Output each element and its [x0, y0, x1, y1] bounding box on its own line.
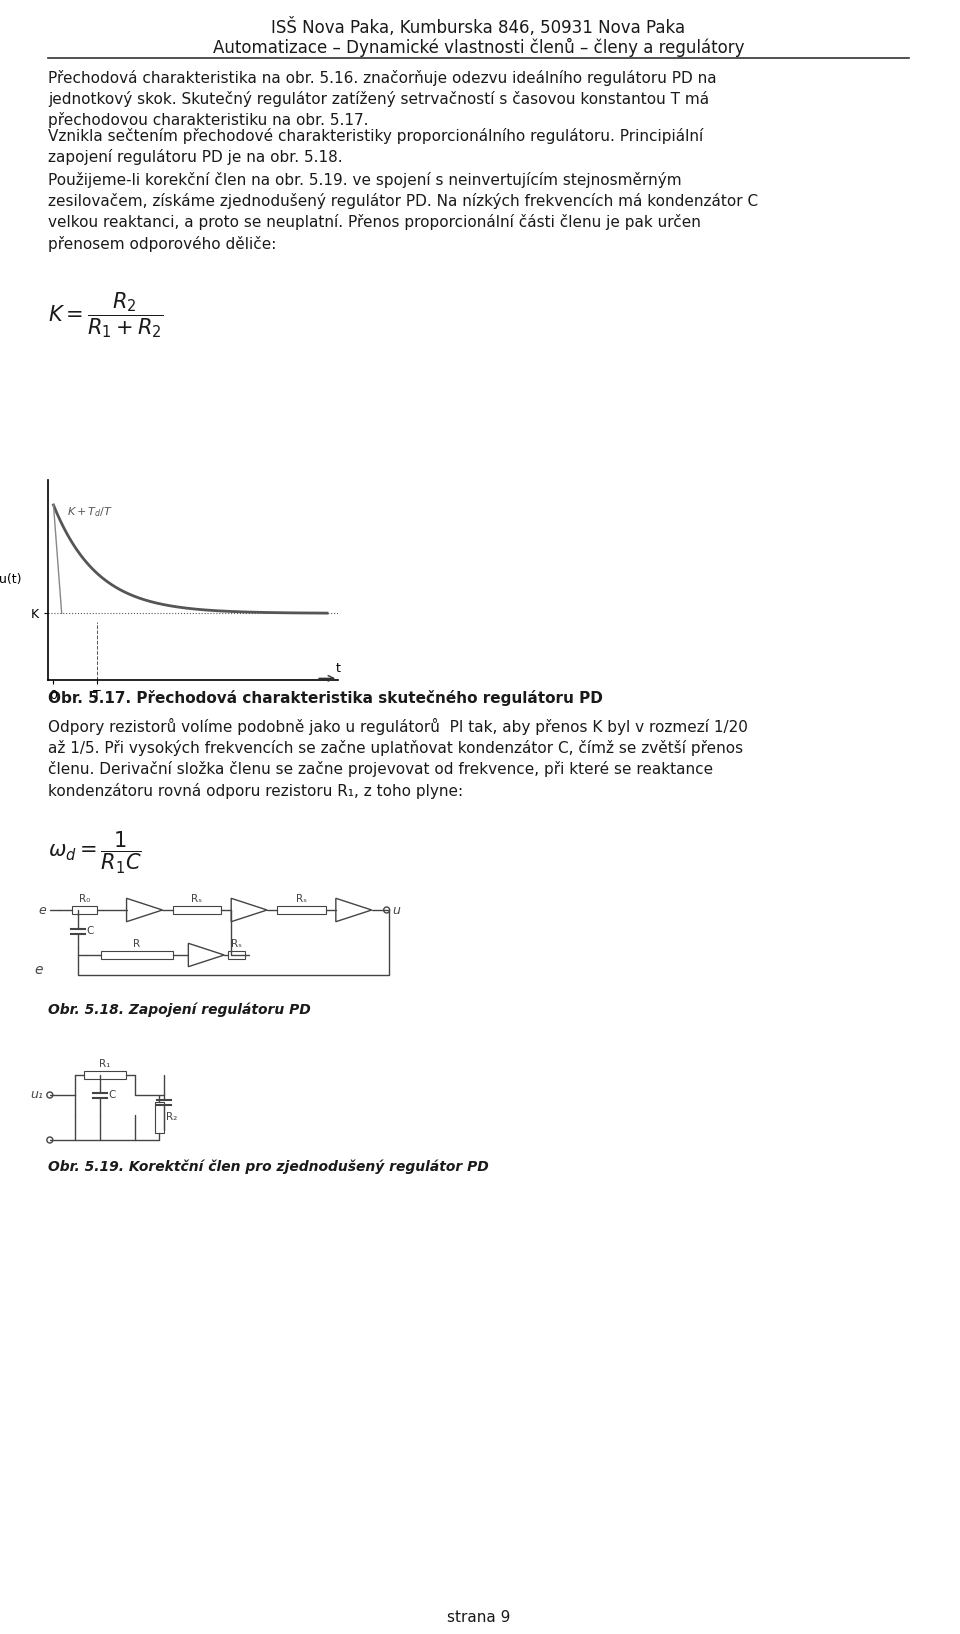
Text: Obr. 5.19. Korektční člen pro zjednodušený regulátor PD: Obr. 5.19. Korektční člen pro zjednoduše…	[48, 1160, 489, 1175]
Text: R₂: R₂	[166, 1113, 178, 1123]
Text: Použijeme-li korekční člen na obr. 5.19. ve spojení s neinvertujícím stejnosměrn: Použijeme-li korekční člen na obr. 5.19.…	[48, 172, 758, 252]
Text: t: t	[335, 662, 340, 675]
Text: strana 9: strana 9	[446, 1609, 510, 1624]
Text: R: R	[133, 940, 140, 949]
Bar	[84, 1070, 126, 1078]
Bar	[173, 905, 221, 913]
Text: R₁: R₁	[99, 1059, 110, 1069]
Text: Obr. 5.17. Přechodová charakteristika skutečného regulátoru PD: Obr. 5.17. Přechodová charakteristika sk…	[48, 690, 603, 706]
Text: ISŠ Nova Paka, Kumburska 846, 50931 Nova Paka: ISŠ Nova Paka, Kumburska 846, 50931 Nova…	[272, 18, 685, 38]
Text: Obr. 5.18. Zapojení regulátoru PD: Obr. 5.18. Zapojení regulátoru PD	[48, 1002, 311, 1016]
Text: Rₛ: Rₛ	[191, 894, 203, 904]
Text: C: C	[108, 1090, 116, 1100]
Text: R₀: R₀	[79, 894, 90, 904]
Bar	[277, 905, 325, 913]
Text: $K = \dfrac{R_2}{R_1 + R_2}$: $K = \dfrac{R_2}{R_1 + R_2}$	[48, 289, 163, 340]
Text: e: e	[35, 962, 43, 977]
Bar	[72, 905, 97, 913]
Text: $\omega_d = \dfrac{1}{R_1 C}$: $\omega_d = \dfrac{1}{R_1 C}$	[48, 830, 142, 876]
Text: u: u	[393, 904, 400, 917]
Y-axis label: u(t): u(t)	[0, 574, 21, 587]
Bar	[101, 951, 173, 959]
Text: Odpory rezistorů volíme podobně jako u regulátorů  PI tak, aby přenos K byl v ro: Odpory rezistorů volíme podobně jako u r…	[48, 717, 748, 799]
Text: Rₛ: Rₛ	[231, 940, 242, 949]
Text: Automatizace – Dynamické vlastnosti členů – členy a regulátory: Automatizace – Dynamické vlastnosti člen…	[212, 38, 744, 57]
Text: u₁: u₁	[30, 1088, 43, 1101]
Bar	[155, 1101, 164, 1134]
Text: Rₛ: Rₛ	[296, 894, 307, 904]
Bar	[228, 951, 246, 959]
Text: $K+T_d/T$: $K+T_d/T$	[67, 505, 113, 520]
Text: Přechodová charakteristika na obr. 5.16. značorňuje odezvu ideálního regulátoru : Přechodová charakteristika na obr. 5.16.…	[48, 70, 716, 129]
Text: C: C	[86, 926, 94, 936]
Text: Vznikla sečtením přechodové charakteristiky proporcionálního regulátoru. Princip: Vznikla sečtením přechodové charakterist…	[48, 127, 703, 165]
Text: e: e	[38, 904, 46, 917]
